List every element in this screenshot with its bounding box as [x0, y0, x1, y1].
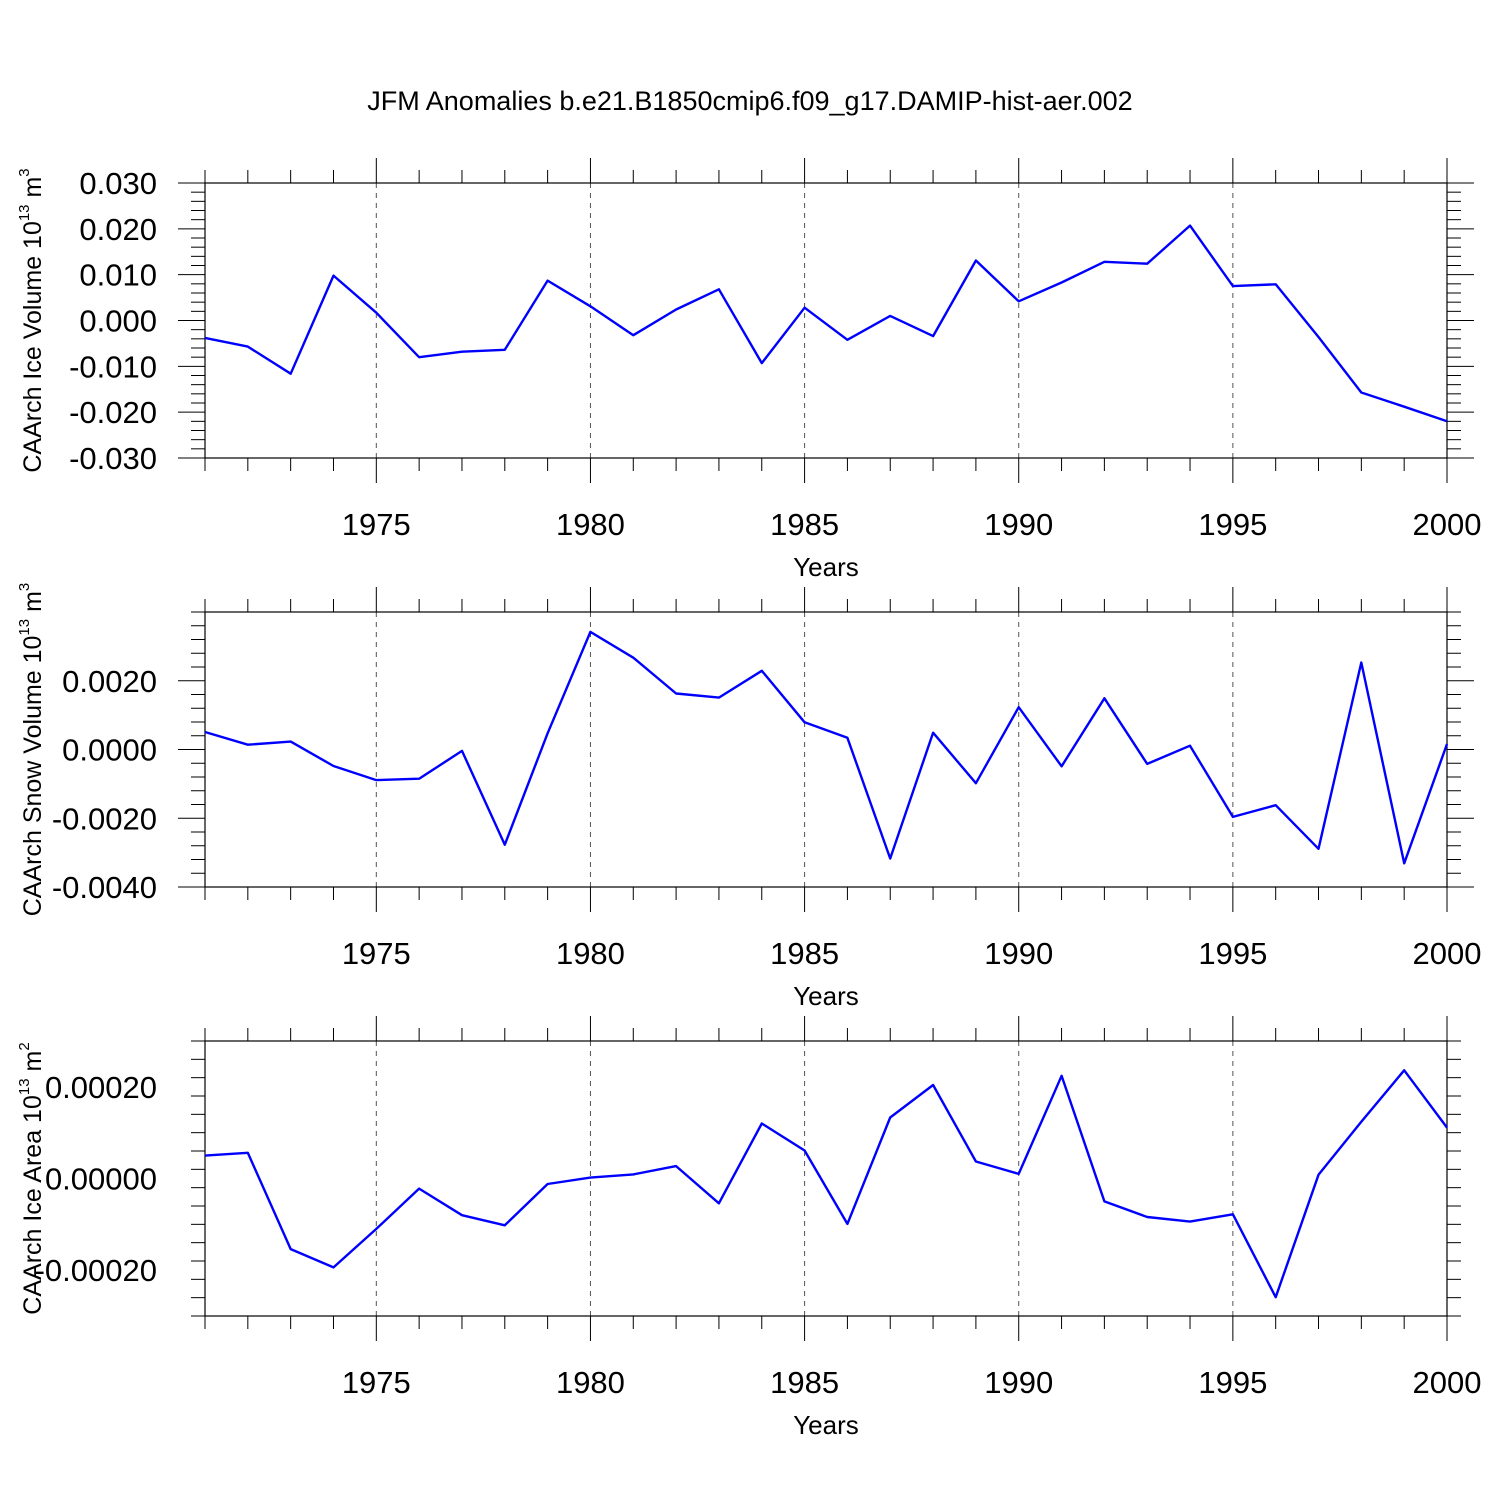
- figure-title: JFM Anomalies b.e21.B1850cmip6.f09_g17.D…: [367, 86, 1132, 116]
- y-axis-label-text: CAArch Ice Area 10: [19, 1095, 47, 1315]
- y-tick-label: -0.030: [69, 441, 157, 476]
- x-tick-label: 2000: [1413, 936, 1482, 971]
- y-axis-label-text: CAArch Snow Volume 10: [19, 636, 47, 917]
- axis-ticks: [178, 158, 1474, 483]
- x-gridlines: [375, 183, 1234, 458]
- x-tick-label: 1985: [770, 507, 839, 542]
- y-axis-label-exponent: 13: [16, 619, 33, 636]
- x-tick-label: 2000: [1413, 507, 1482, 542]
- y-axis-label-exponent: 13: [16, 1078, 33, 1095]
- y-tick-label: 0.00020: [45, 1070, 157, 1105]
- x-tick-label: 1980: [556, 936, 625, 971]
- y-tick-label: 0.020: [79, 212, 157, 247]
- x-tick-label: 1985: [770, 936, 839, 971]
- y-tick-label: 0.010: [79, 258, 157, 293]
- x-tick-label: 1980: [556, 1365, 625, 1400]
- y-axis-label-unit-exponent: 3: [16, 583, 33, 591]
- plot-frame: [204, 182, 1448, 459]
- ice-area-line: [204, 1069, 1448, 1299]
- x-tick-labels: 1975 1980 1985 1990 1995 2000: [342, 936, 1482, 971]
- x-tick-label: 2000: [1413, 1365, 1482, 1400]
- x-tick-labels: 1975 1980 1985 1990 1995 2000: [342, 507, 1482, 542]
- x-axis-label: Years: [793, 1410, 859, 1440]
- axis-ticks: [191, 1016, 1461, 1341]
- y-tick-label: -0.0040: [52, 870, 157, 905]
- y-axis-label-unit-exponent: 3: [16, 168, 33, 176]
- y-tick-labels: -0.0040 -0.0020 0.0000 0.0020: [52, 664, 157, 905]
- y-tick-label: 0.0000: [62, 733, 157, 768]
- y-tick-labels: -0.00020 0.00000 0.00020: [35, 1070, 157, 1288]
- x-tick-label: 1995: [1198, 1365, 1267, 1400]
- y-axis-label: CAArch Snow Volume 1013 m3: [16, 583, 47, 917]
- snow-volume-line: [204, 630, 1449, 865]
- y-axis-label-unit-exponent: 2: [16, 1042, 33, 1050]
- plot-frame: [204, 1040, 1448, 1317]
- y-tick-label: 0.000: [79, 304, 157, 339]
- x-tick-label: 1980: [556, 507, 625, 542]
- x-tick-label: 1995: [1198, 936, 1267, 971]
- y-axis-label: CAArch Ice Area 1013 m2: [16, 1042, 47, 1314]
- x-tick-label: 1990: [984, 936, 1053, 971]
- y-tick-label: 0.00000: [45, 1162, 157, 1197]
- y-axis-label-unit: m: [19, 177, 47, 198]
- y-tick-label: 0.030: [79, 166, 157, 201]
- plot-frame: [204, 611, 1448, 888]
- y-axis-label: CAArch Ice Volume 1013 m3: [16, 168, 47, 472]
- x-tick-labels: 1975 1980 1985 1990 1995 2000: [342, 1365, 1482, 1400]
- y-tick-label: -0.020: [69, 395, 157, 430]
- panel-ice-volume: -0.030 -0.020 -0.010 0.000 0.010 0.020 0.030 1…: [16, 158, 1481, 582]
- y-axis-label-unit: m: [19, 1051, 47, 1072]
- x-tick-label: 1990: [984, 1365, 1053, 1400]
- y-axis-label-text: CAArch Ice Volume 10: [19, 221, 47, 473]
- axis-ticks: [178, 587, 1474, 912]
- x-axis-label: Years: [793, 981, 859, 1011]
- x-tick-label: 1990: [984, 507, 1053, 542]
- x-tick-label: 1995: [1198, 507, 1267, 542]
- y-tick-labels: -0.030 -0.020 -0.010 0.000 0.010 0.020 0.030: [69, 166, 157, 476]
- x-tick-label: 1975: [342, 1365, 411, 1400]
- x-tick-label: 1975: [342, 507, 411, 542]
- x-tick-label: 1985: [770, 1365, 839, 1400]
- x-axis-label: Years: [793, 552, 859, 582]
- y-tick-label: -0.00020: [35, 1253, 157, 1288]
- ice-volume-line: [204, 224, 1448, 423]
- x-gridlines: [375, 1041, 1234, 1316]
- x-tick-label: 1975: [342, 936, 411, 971]
- y-axis-label-exponent: 13: [16, 204, 33, 221]
- y-tick-label: -0.010: [69, 349, 157, 384]
- y-axis-label-unit: m: [19, 591, 47, 612]
- y-tick-label: 0.0020: [62, 664, 157, 699]
- y-tick-label: -0.0020: [52, 801, 157, 836]
